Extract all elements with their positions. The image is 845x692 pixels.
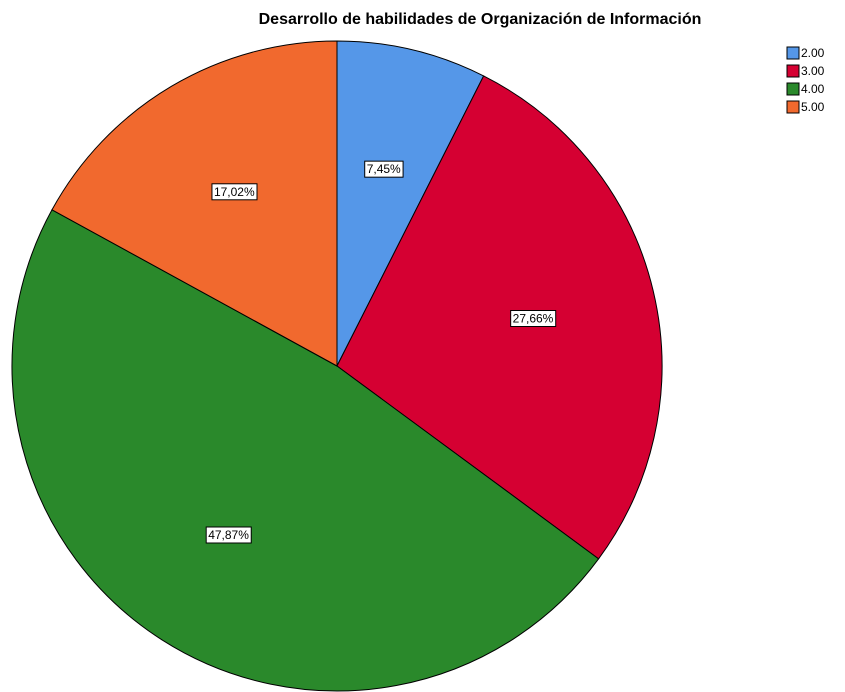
data-label-box: [211, 183, 258, 201]
data-label-text: 27,66%: [513, 312, 554, 326]
pie-slice: [336, 40, 485, 367]
data-label: 47,87%: [205, 526, 252, 544]
data-label-box: [205, 526, 252, 544]
legend-label: 2.00: [801, 46, 825, 60]
data-label-text: 17,02%: [214, 185, 255, 199]
data-label: 7,45%: [364, 160, 404, 178]
legend-swatch: [786, 46, 800, 60]
pie-slice: [336, 75, 663, 560]
data-label: 27,66%: [510, 310, 557, 328]
data-label-text: 7,45%: [367, 162, 401, 176]
pie-slice: [51, 40, 338, 367]
pie-slice: [11, 209, 600, 692]
legend-swatch: [786, 100, 800, 114]
legend-label: 5.00: [801, 100, 825, 114]
data-label-text: 47,87%: [208, 528, 249, 542]
data-label-box: [364, 160, 404, 178]
legend-swatch: [786, 82, 800, 96]
legend-label: 4.00: [801, 82, 825, 96]
legend-label: 3.00: [801, 64, 825, 78]
chart-title: Desarrollo de habilidades de Organizació…: [259, 11, 702, 28]
data-label-box: [510, 310, 557, 328]
data-label: 17,02%: [211, 183, 258, 201]
legend-swatch: [786, 64, 800, 78]
